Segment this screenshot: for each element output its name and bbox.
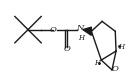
Text: H: H: [94, 59, 100, 67]
Text: H: H: [118, 43, 124, 51]
Text: H: H: [78, 34, 85, 42]
Text: N: N: [76, 24, 84, 32]
Text: O: O: [50, 26, 57, 34]
Text: O: O: [111, 65, 118, 73]
Text: O: O: [63, 45, 70, 53]
Polygon shape: [83, 27, 91, 35]
